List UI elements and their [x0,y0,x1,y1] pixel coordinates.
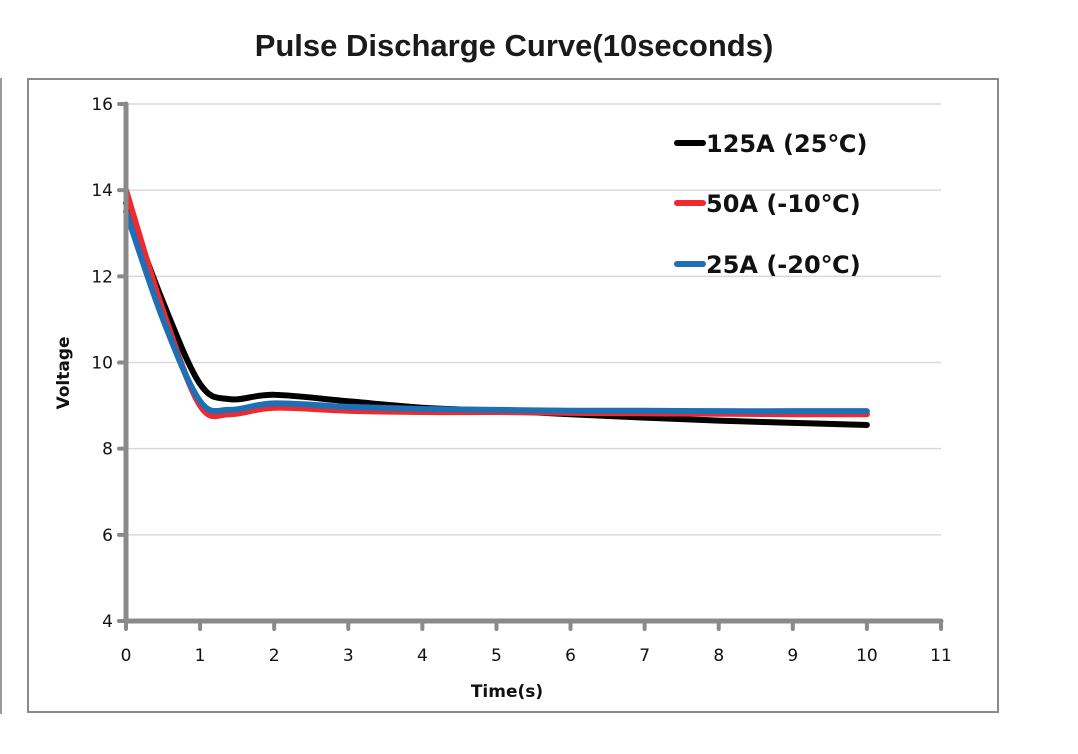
x-tick-label: 7 [639,646,650,666]
x-tick-label: 5 [491,646,502,666]
y-tick-label: 14 [91,181,113,201]
y-tick-label: 12 [91,267,113,287]
gridlines [126,103,941,536]
legend-label-2: 25A (-20℃) [706,251,861,279]
y-axis-label: Voltage [54,336,74,409]
x-axis-label: Time(s) [471,682,543,702]
series-line-0 [123,200,870,428]
series-line-2 [123,208,870,415]
series-line-1 [123,187,870,420]
x-tick-label: 4 [417,646,428,666]
legend: 125A (25℃) 50A (-10℃) 25A (-20℃) [674,130,867,279]
legend-label-0: 125A (25℃) [706,130,867,158]
y-tick-label: 10 [91,354,113,374]
axes [117,101,944,631]
x-tick-label: 8 [713,646,724,666]
x-tick-label: 0 [121,646,132,666]
left-edge-divider [0,78,2,714]
x-tick-label: 2 [269,646,280,666]
x-tick-label: 3 [343,646,354,666]
y-tick-labels: 4 6 8 10 12 14 16 [91,95,113,632]
x-tick-label: 10 [856,646,878,666]
y-tick-label: 4 [102,612,113,632]
x-tick-label: 11 [930,646,952,666]
chart-frame [27,78,999,713]
y-tick-label: 6 [102,526,113,546]
chart-title: Pulse Discharge Curve(10seconds) [254,28,774,63]
x-tick-label: 6 [565,646,576,666]
y-tick-label: 8 [102,440,113,460]
series-lines [123,187,870,428]
x-tick-labels: 0 1 2 3 4 5 6 7 8 9 10 11 [121,646,952,666]
x-tick-label: 9 [787,646,798,666]
x-tick-label: 1 [195,646,206,666]
legend-label-1: 50A (-10℃) [706,190,861,218]
y-tick-label: 16 [91,95,113,115]
